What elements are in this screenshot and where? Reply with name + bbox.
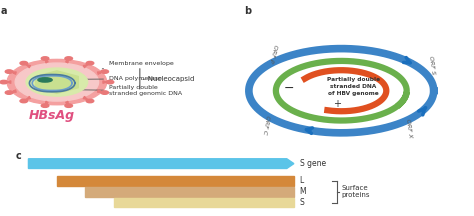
Text: L: L: [300, 176, 304, 185]
FancyArrowPatch shape: [13, 90, 16, 92]
Text: −: −: [284, 82, 294, 95]
Text: Surface
proteins: Surface proteins: [341, 185, 370, 198]
Polygon shape: [36, 71, 78, 93]
Text: ORF S: ORF S: [428, 55, 435, 74]
Text: Partially double
stranded DNA
of HBV genome: Partially double stranded DNA of HBV gen…: [327, 77, 380, 95]
Text: S gene: S gene: [300, 159, 326, 168]
Circle shape: [20, 99, 27, 103]
Polygon shape: [85, 187, 294, 197]
FancyArrowPatch shape: [13, 72, 16, 74]
Circle shape: [0, 80, 8, 84]
Circle shape: [20, 61, 27, 65]
Text: Partially double
stranded genomic DNA: Partially double stranded genomic DNA: [69, 85, 182, 96]
FancyArrowPatch shape: [27, 97, 30, 100]
Circle shape: [65, 104, 73, 107]
Circle shape: [5, 91, 13, 94]
Circle shape: [101, 70, 109, 73]
Circle shape: [5, 70, 13, 73]
Text: Membrane envelope: Membrane envelope: [102, 61, 174, 69]
FancyArrowPatch shape: [66, 102, 68, 105]
Text: +: +: [333, 99, 340, 109]
Circle shape: [65, 57, 73, 60]
Polygon shape: [28, 159, 294, 168]
Circle shape: [86, 61, 94, 65]
FancyArrowPatch shape: [46, 102, 47, 105]
Text: – Nucleocapsid: – Nucleocapsid: [142, 76, 194, 82]
Text: ORF P: ORF P: [268, 44, 278, 63]
Circle shape: [41, 57, 49, 60]
Text: c: c: [15, 151, 21, 161]
FancyArrowPatch shape: [98, 90, 100, 92]
Text: M: M: [300, 187, 306, 196]
Text: ORF C: ORF C: [262, 115, 270, 135]
Circle shape: [7, 59, 107, 105]
Polygon shape: [57, 176, 294, 186]
Circle shape: [26, 68, 88, 96]
Polygon shape: [114, 198, 294, 207]
FancyArrowPatch shape: [84, 97, 87, 100]
FancyArrowPatch shape: [27, 65, 30, 67]
Circle shape: [41, 104, 49, 107]
Circle shape: [15, 63, 99, 101]
Text: b: b: [244, 6, 251, 16]
FancyArrowPatch shape: [9, 81, 10, 83]
Circle shape: [86, 99, 94, 103]
Text: HBsAg: HBsAg: [29, 109, 75, 122]
FancyArrowPatch shape: [66, 59, 68, 62]
Text: S: S: [300, 198, 304, 207]
Text: ORF X: ORF X: [405, 118, 413, 138]
FancyArrowPatch shape: [98, 72, 100, 74]
FancyArrowPatch shape: [46, 59, 47, 62]
FancyArrowPatch shape: [103, 81, 105, 83]
FancyArrowPatch shape: [84, 65, 87, 67]
Circle shape: [106, 80, 114, 84]
Text: a: a: [1, 6, 8, 16]
Ellipse shape: [38, 78, 52, 82]
Text: DNA polymerase: DNA polymerase: [49, 76, 162, 81]
Circle shape: [101, 91, 109, 94]
